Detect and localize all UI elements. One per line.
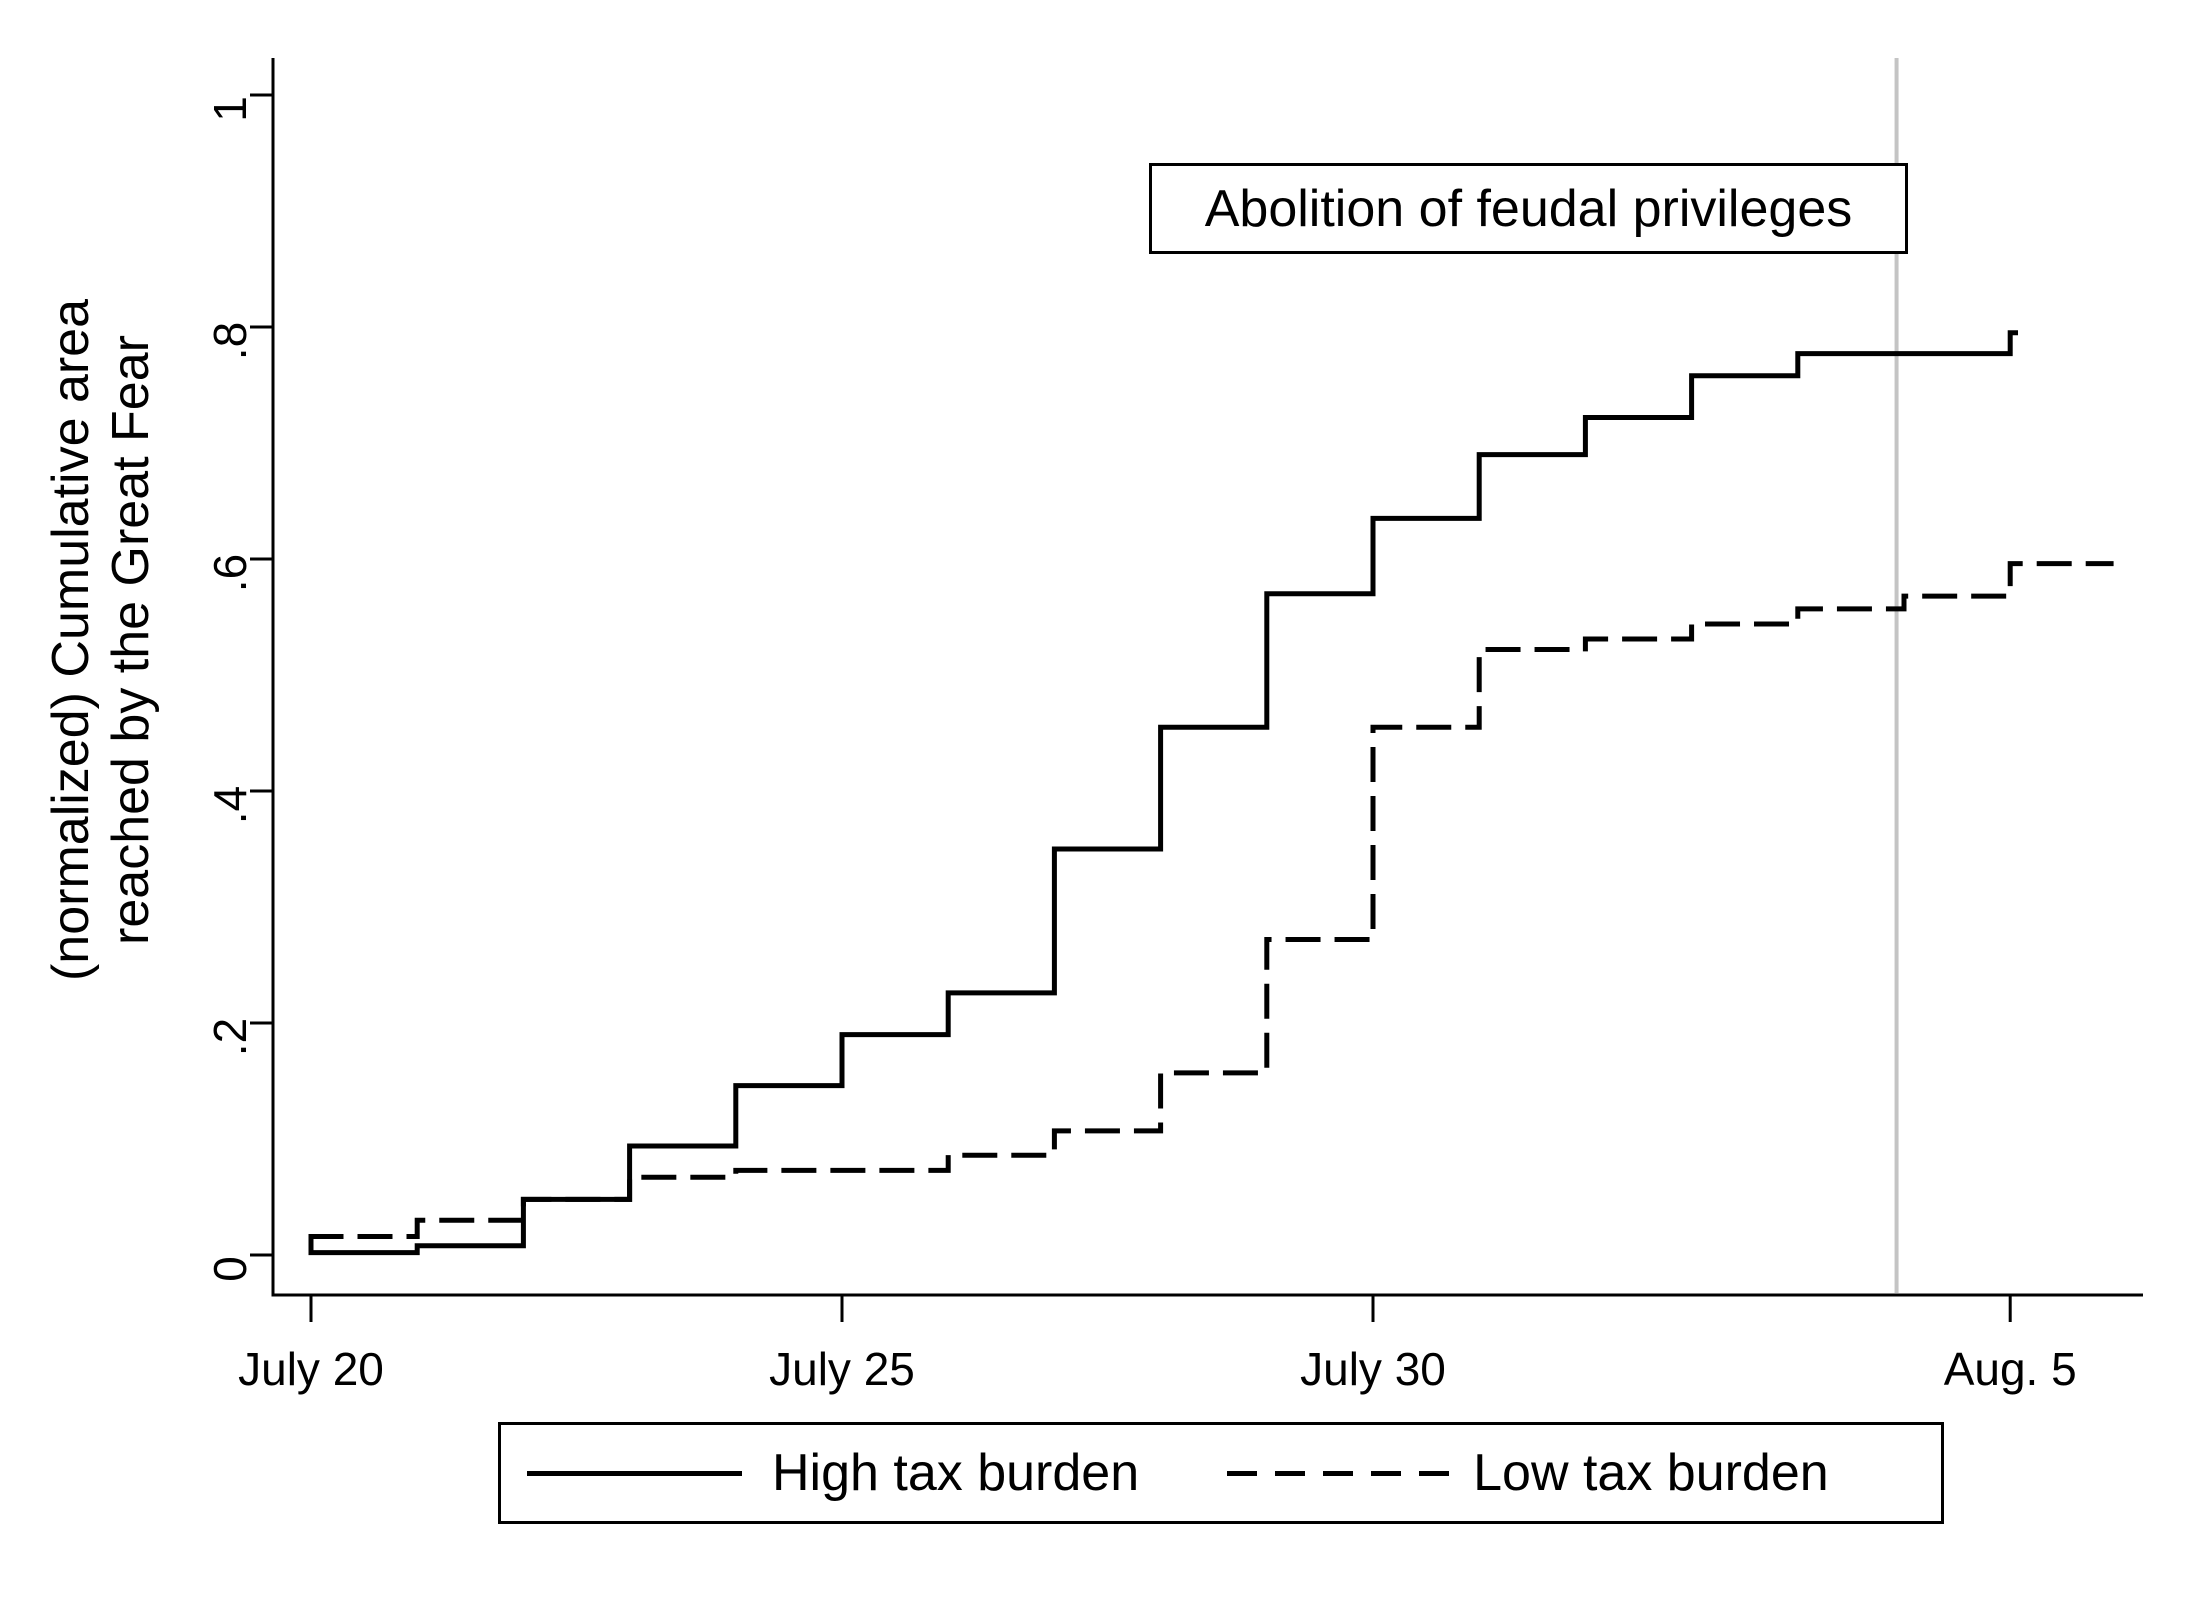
legend-label-low-tax: Low tax burden (1473, 1444, 1829, 1502)
legend-item-low-tax: Low tax burden (1139, 1443, 1829, 1503)
x-tick-label: July 20 (238, 1343, 384, 1395)
y-axis-title-line2: reached by the Great Fear (102, 335, 160, 945)
series-line-high-tax-burden (308, 330, 2019, 1256)
y-tick-label: .8 (204, 322, 256, 360)
y-tick-label: .6 (204, 554, 256, 592)
y-tick-label: 0 (204, 1256, 256, 1282)
y-tick-label: .2 (204, 1018, 256, 1056)
x-tick-label: Aug. 5 (1944, 1343, 2077, 1395)
legend-box: High tax burden Low tax burden (498, 1422, 1944, 1524)
y-tick-label: 1 (204, 96, 256, 122)
event-annotation-label: Abolition of feudal privileges (1204, 179, 1853, 238)
series-line-low-tax-burden (308, 561, 2114, 1239)
legend-item-high-tax: High tax burden (501, 1443, 1139, 1503)
x-tick-label: July 25 (769, 1343, 915, 1395)
x-tick-label: July 30 (1300, 1343, 1446, 1395)
y-axis-title-line1: (normalized) Cumulative area (42, 299, 100, 981)
y-tick-label: .4 (204, 786, 256, 824)
legend-label-high-tax: High tax burden (772, 1444, 1140, 1502)
event-annotation-box: Abolition of feudal privileges (1149, 163, 1908, 254)
dashed-line-sample (1227, 1470, 1450, 1476)
solid-line-sample (527, 1470, 742, 1476)
